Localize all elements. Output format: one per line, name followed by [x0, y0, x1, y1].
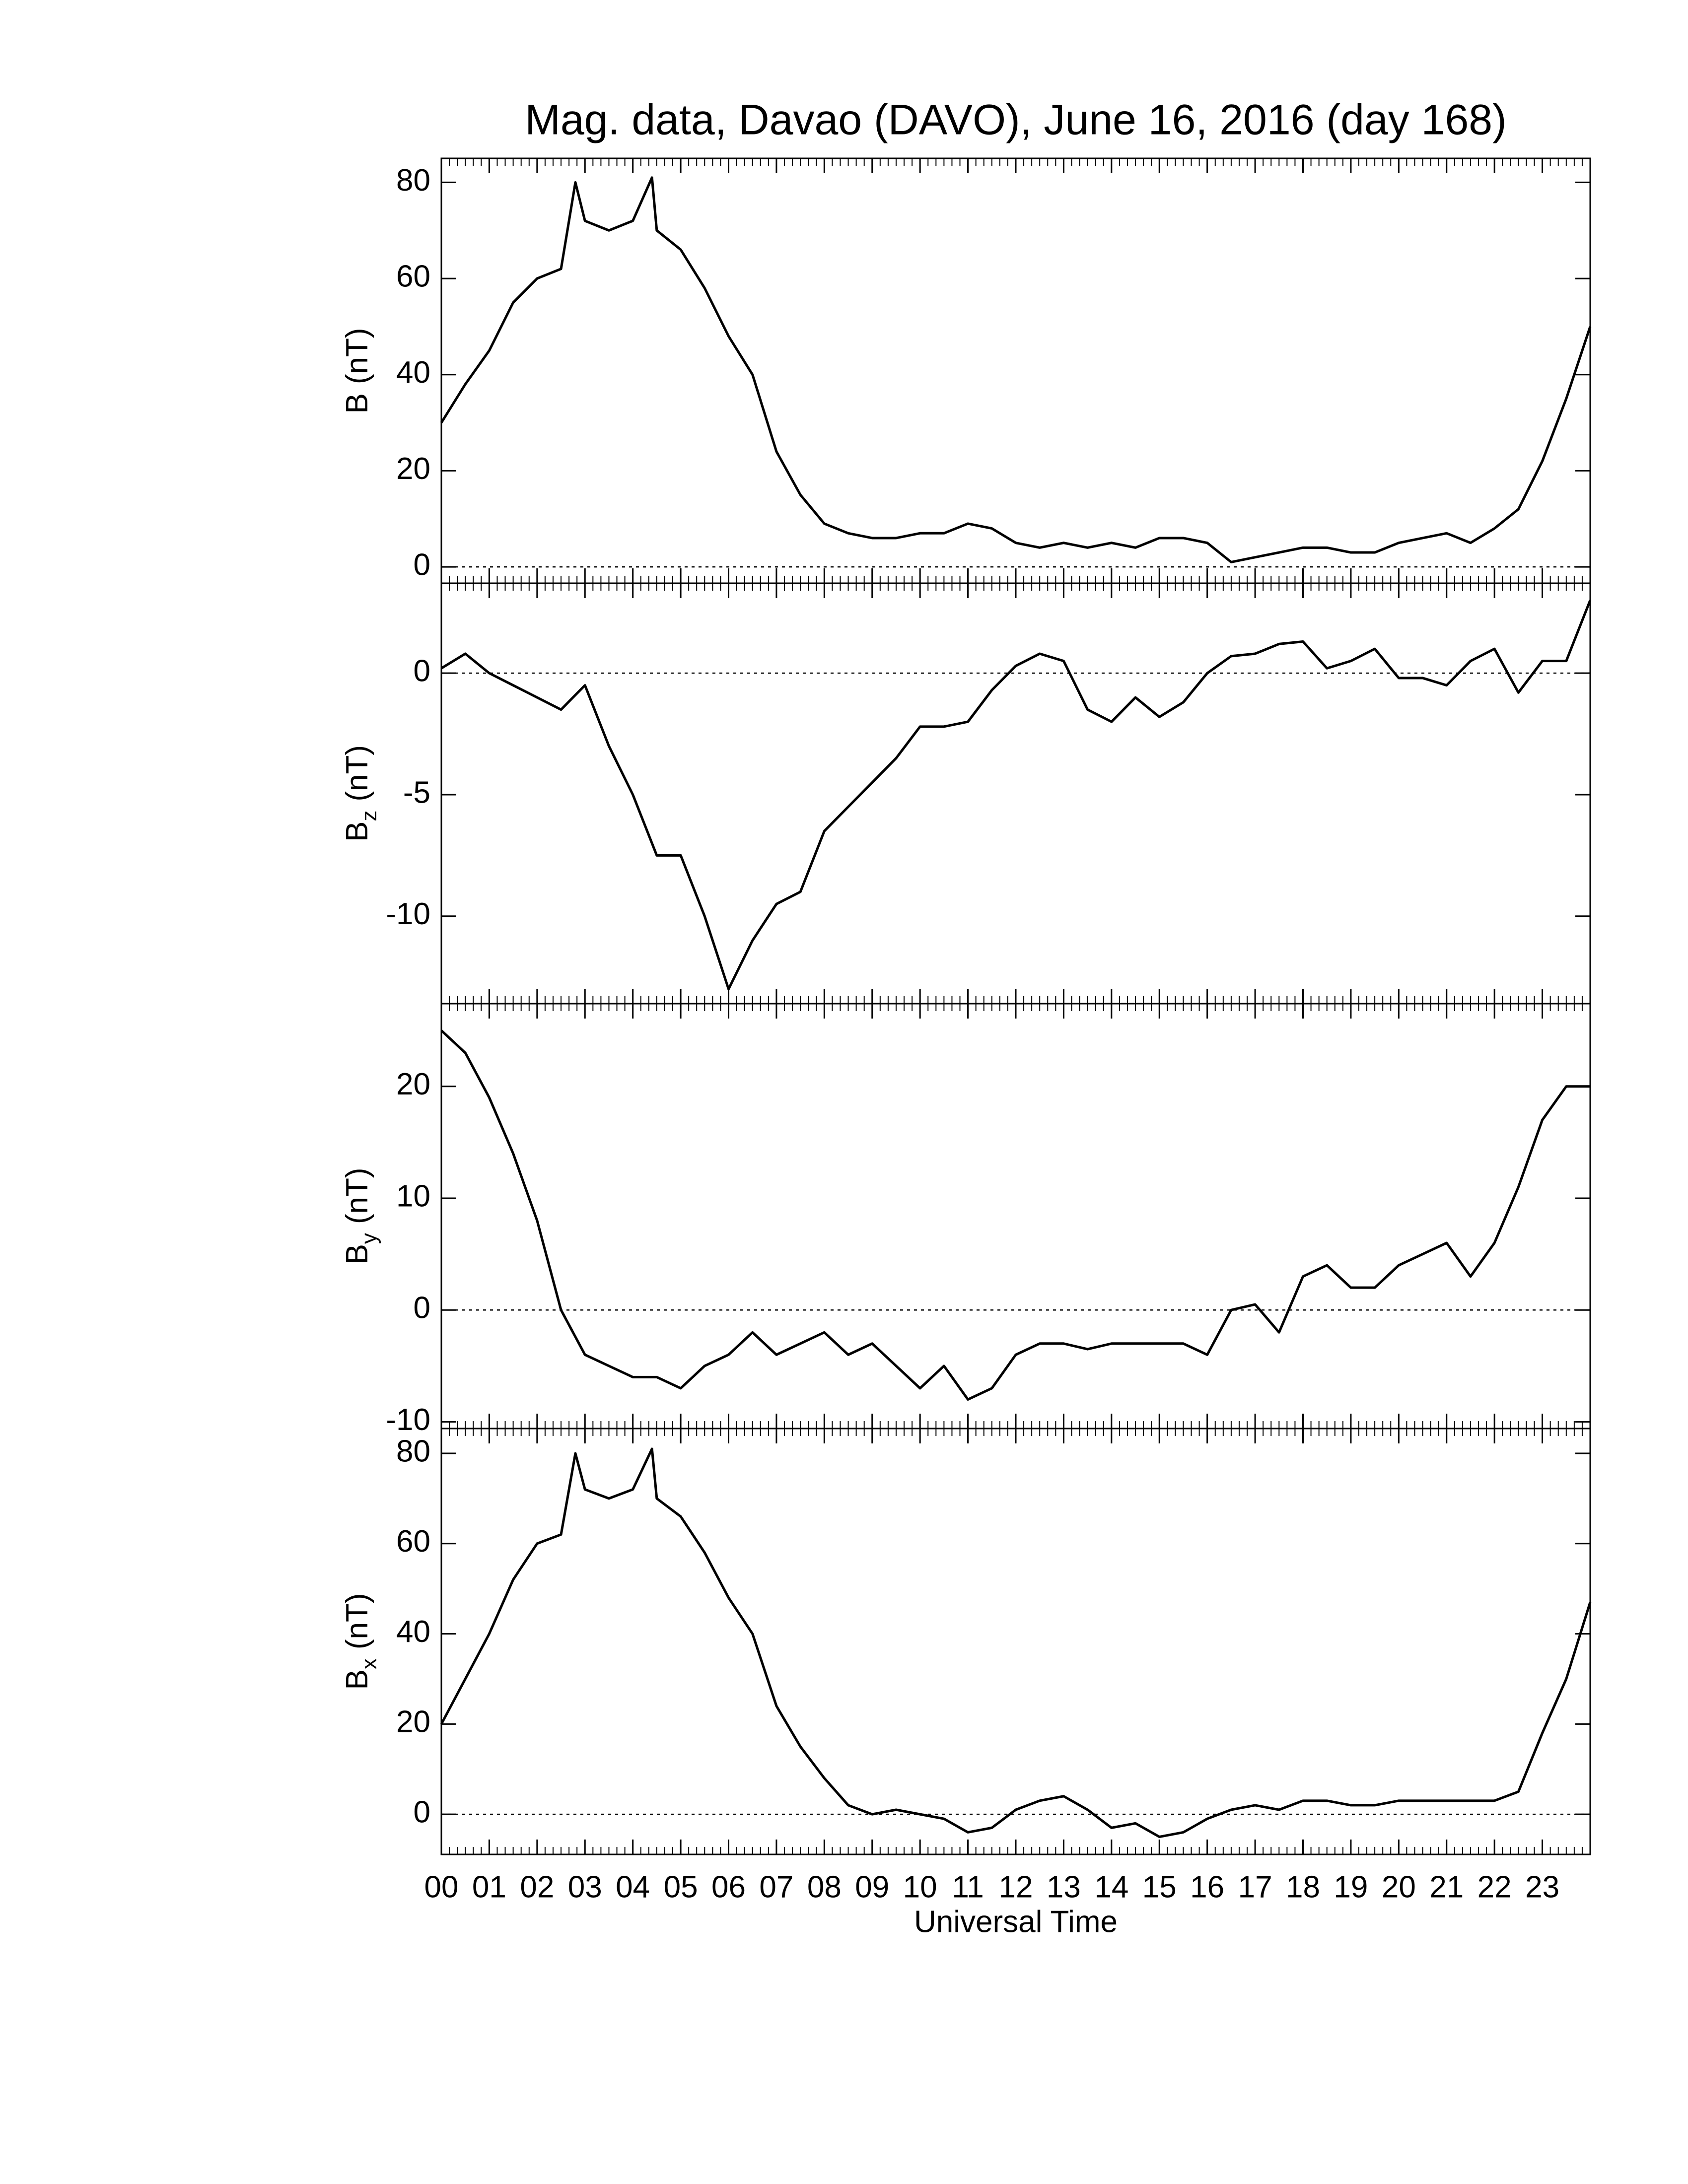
- y-label-unit: (nT): [340, 745, 374, 802]
- y-tick-label: 80: [396, 163, 430, 198]
- x-tick-label: 15: [1142, 1870, 1177, 1904]
- x-tick-label: 05: [664, 1870, 698, 1904]
- x-tick-label: 02: [520, 1870, 554, 1904]
- x-tick-label: 16: [1190, 1870, 1224, 1904]
- x-tick-label: 00: [424, 1870, 459, 1904]
- x-tick-label: 20: [1382, 1870, 1416, 1904]
- y-label-sub: y: [357, 1233, 381, 1244]
- y-tick-label: 0: [414, 654, 430, 688]
- y-label-sub: z: [357, 811, 381, 821]
- x-tick-label: 06: [711, 1870, 746, 1904]
- y-tick-label: 0: [414, 1795, 430, 1829]
- y-tick-label: 0: [414, 547, 430, 582]
- y-label-main: B: [340, 1669, 374, 1690]
- y-tick-label: -10: [386, 897, 430, 931]
- x-tick-label: 08: [807, 1870, 842, 1904]
- x-tick-label: 14: [1094, 1870, 1128, 1904]
- y-tick-label: 40: [396, 355, 430, 390]
- x-axis-label: Universal Time: [914, 1905, 1118, 1939]
- x-tick-label: 10: [903, 1870, 937, 1904]
- y-tick-label: -5: [403, 775, 430, 810]
- y-tick-label: 80: [396, 1434, 430, 1468]
- y-label-sub: x: [357, 1658, 381, 1669]
- y-tick-label: 40: [396, 1615, 430, 1649]
- y-label-main: B: [340, 1244, 374, 1264]
- x-tick-label: 17: [1238, 1870, 1272, 1904]
- y-tick-label: 10: [396, 1179, 430, 1213]
- x-tick-label: 03: [568, 1870, 602, 1904]
- y-axis-label: By (nT): [340, 1167, 381, 1264]
- y-tick-label: 20: [396, 1705, 430, 1739]
- y-label-main: B: [340, 393, 374, 413]
- x-tick-label: 13: [1047, 1870, 1081, 1904]
- chart-title: Mag. data, Davao (DAVO), June 16, 2016 (…: [525, 96, 1507, 144]
- x-tick-label: 23: [1525, 1870, 1559, 1904]
- y-axis-label: Bz (nT): [340, 745, 381, 842]
- y-tick-label: 60: [396, 1524, 430, 1559]
- x-tick-label: 11: [952, 1870, 984, 1904]
- y-axis-label: B (nT): [340, 328, 374, 413]
- data-line: [440, 176, 1592, 563]
- y-tick-label: 20: [396, 1067, 430, 1101]
- y-label-unit: (nT): [340, 328, 374, 384]
- y-label-unit: (nT): [340, 1593, 374, 1649]
- x-tick-label: 22: [1477, 1870, 1512, 1904]
- data-line: [440, 1029, 1590, 1401]
- y-tick-label: 60: [396, 259, 430, 293]
- y-tick-label: -10: [386, 1403, 430, 1437]
- y-axis-label: Bx (nT): [340, 1593, 381, 1690]
- y-label-unit: (nT): [340, 1167, 374, 1224]
- x-tick-label: 12: [999, 1870, 1033, 1904]
- x-tick-label: 09: [855, 1870, 889, 1904]
- x-tick-label: 21: [1429, 1870, 1464, 1904]
- x-tick-label: 19: [1334, 1870, 1368, 1904]
- x-tick-label: 07: [759, 1870, 793, 1904]
- x-tick-label: 01: [472, 1870, 506, 1904]
- y-tick-label: 20: [396, 452, 430, 486]
- x-tick-label: 04: [616, 1870, 650, 1904]
- data-line: [440, 1447, 1592, 1839]
- y-tick-label: 0: [414, 1291, 430, 1325]
- x-tick-label: 18: [1286, 1870, 1320, 1904]
- data-line: [440, 600, 1592, 991]
- y-label-main: B: [340, 821, 374, 842]
